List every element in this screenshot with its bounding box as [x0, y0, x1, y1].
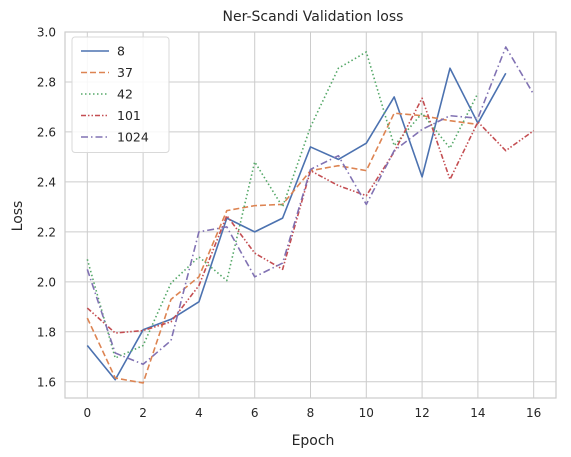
plot-border — [64, 31, 557, 399]
legend-label-8: 8 — [117, 44, 125, 59]
y-tick-label: 2.4 — [37, 175, 56, 189]
legend-box — [71, 36, 170, 153]
series-line-37 — [86, 112, 478, 384]
x-tick-label: 10 — [359, 406, 374, 420]
x-tick-label: 8 — [307, 406, 315, 420]
legend-label-101: 101 — [117, 108, 141, 123]
y-tick-label: 2.2 — [37, 225, 56, 239]
y-axis-ticks: 1.6 1.8 2.0 2.2 2.4 2.6 2.8 3.0 — [37, 26, 56, 390]
legend-label-42: 42 — [117, 87, 133, 102]
x-axis-ticks: 0 2 4 6 8 10 12 14 16 — [83, 406, 541, 420]
x-tick-label: 4 — [195, 406, 203, 420]
x-tick-label: 2 — [139, 406, 147, 420]
y-tick-label: 2.8 — [37, 75, 56, 89]
series-line-101 — [86, 97, 535, 334]
x-tick-label: 16 — [526, 406, 541, 420]
legend: 8 37 42 101 1024 — [71, 36, 170, 153]
y-tick-label: 1.8 — [37, 325, 56, 339]
gridlines — [65, 31, 556, 398]
y-tick-label: 3.0 — [37, 26, 56, 40]
series-line-1024 — [86, 46, 535, 366]
y-axis-label: Loss — [10, 201, 26, 232]
x-tick-label: 14 — [470, 406, 485, 420]
chart-title: Ner-Scandi Validation loss — [223, 9, 404, 25]
series-line-8 — [86, 67, 507, 381]
legend-label-1024: 1024 — [117, 130, 149, 145]
plot-area — [64, 31, 557, 399]
y-tick-label: 2.6 — [37, 125, 56, 139]
x-tick-label: 6 — [251, 406, 259, 420]
x-tick-label: 0 — [83, 406, 91, 420]
series-lines — [86, 46, 535, 384]
legend-label-37: 37 — [117, 65, 133, 80]
x-axis-label: Epoch — [292, 433, 335, 449]
y-tick-label: 1.6 — [37, 375, 56, 389]
x-tick-label: 12 — [414, 406, 429, 420]
y-tick-label: 2.0 — [37, 275, 56, 289]
